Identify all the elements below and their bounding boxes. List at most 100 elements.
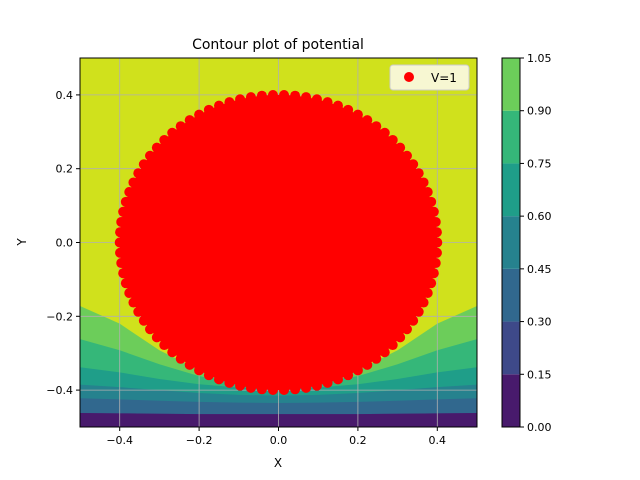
- series-v1-point: [151, 332, 162, 343]
- series-v1-point: [175, 121, 186, 132]
- series-v1-point: [159, 340, 170, 351]
- series-v1-point: [118, 206, 129, 217]
- series-v1-point: [184, 359, 195, 370]
- series-v1-point: [401, 324, 412, 335]
- series-v1-point: [124, 187, 135, 198]
- legend: V=1: [389, 64, 470, 91]
- series-v1-point: [387, 340, 398, 351]
- y-tick-label: −0.2: [46, 310, 73, 323]
- series-v1-point: [184, 115, 195, 126]
- series-v1-point: [311, 94, 322, 105]
- series-v1-point: [267, 385, 278, 396]
- series-v1-point: [418, 297, 429, 308]
- series-v1-point: [256, 384, 267, 395]
- series-v1-point: [151, 142, 162, 153]
- series-v1-point: [203, 104, 214, 115]
- series-v1-point: [133, 168, 144, 179]
- series-v1-point: [118, 268, 129, 279]
- colorbar-tick-label: 0.45: [527, 263, 552, 276]
- series-v1-point: [138, 159, 149, 170]
- series-v1-point: [413, 306, 424, 317]
- colorbar-tick-label: 0.90: [527, 105, 552, 118]
- series-v1-point: [322, 377, 333, 388]
- series-v1-point: [256, 90, 267, 101]
- series-v1-point: [332, 374, 343, 385]
- series-v1-point: [401, 150, 412, 161]
- series-v1-point: [432, 237, 443, 248]
- series-v1-point: [352, 365, 363, 376]
- x-tick-label: 0.0: [270, 434, 288, 447]
- series-v1-point: [343, 104, 354, 115]
- series-v1-point: [426, 196, 437, 207]
- series-v1-point: [426, 278, 437, 289]
- series-v1-point: [120, 278, 131, 289]
- series-v1-point: [422, 287, 433, 298]
- series-v1-point: [301, 382, 312, 393]
- colorbar-cell-0: [502, 374, 520, 427]
- series-v1-point: [194, 109, 205, 120]
- series-v1-point: [235, 94, 246, 105]
- series-v1-points: [114, 89, 443, 396]
- series-v1-point: [343, 370, 354, 381]
- series-v1-point: [214, 100, 225, 111]
- series-v1-point: [267, 89, 278, 100]
- series-v1-point: [422, 187, 433, 198]
- series-v1-point: [167, 347, 178, 358]
- colorbar-cell-2: [502, 268, 520, 322]
- series-v1-point: [379, 127, 390, 138]
- series-v1-point: [395, 332, 406, 343]
- x-axis-label: X: [274, 456, 282, 470]
- y-tick-label: 0.4: [56, 89, 74, 102]
- x-tick-label: 0.4: [429, 434, 447, 447]
- series-v1-point: [322, 97, 333, 108]
- series-v1-point: [120, 196, 131, 207]
- series-v1-point: [290, 90, 301, 101]
- y-tick-label: 0.2: [56, 163, 74, 176]
- series-v1-point: [145, 324, 156, 335]
- y-tick-label: −0.4: [46, 384, 73, 397]
- series-v1-point: [332, 100, 343, 111]
- series-v1-point: [408, 315, 419, 326]
- series-v1-point: [413, 168, 424, 179]
- colorbar-tick-label: 1.05: [527, 52, 552, 65]
- series-v1-point: [145, 150, 156, 161]
- colorbar-tick-label: 0.00: [527, 421, 552, 434]
- series-v1-point: [279, 385, 290, 396]
- chart-title: Contour plot of potential: [192, 37, 364, 53]
- series-v1-point: [116, 216, 127, 227]
- series-v1-point: [431, 227, 442, 238]
- series-v1-point: [408, 159, 419, 170]
- colorbar-tick-label: 0.60: [527, 210, 552, 223]
- y-axis-label: Y: [15, 238, 29, 247]
- legend-box: [389, 64, 470, 91]
- series-v1-disk: [119, 94, 438, 391]
- series-v1-point: [224, 377, 235, 388]
- series-v1-point: [133, 306, 144, 317]
- series-v1-point: [128, 177, 139, 188]
- series-v1-point: [290, 384, 301, 395]
- series-v1-point: [430, 216, 441, 227]
- series-v1-point: [431, 247, 442, 258]
- legend-marker-v1: [404, 72, 414, 82]
- series-v1-point: [235, 380, 246, 391]
- colorbar-cells: [502, 58, 520, 427]
- colorbar-tick-label: 0.75: [527, 157, 552, 170]
- x-tick-label: −0.2: [186, 434, 213, 447]
- series-v1-point: [387, 134, 398, 145]
- series-v1-point: [362, 359, 373, 370]
- series-v1-point: [428, 206, 439, 217]
- series-v1-point: [379, 347, 390, 358]
- series-v1-point: [159, 134, 170, 145]
- series-v1-point: [194, 365, 205, 376]
- series-v1-point: [371, 353, 382, 364]
- plot-area: [79, 57, 478, 428]
- colorbar-cell-1: [502, 321, 520, 375]
- series-v1-point: [138, 315, 149, 326]
- colorbar-ticks: 0.00 0.15 0.30 0.45 0.60 0.75 0.90 1.05: [520, 52, 552, 434]
- x-tick-label: 0.2: [349, 434, 367, 447]
- series-v1-point: [279, 89, 290, 100]
- colorbar-cell-6: [502, 58, 520, 111]
- series-v1-point: [245, 92, 256, 103]
- colorbar-frame: [501, 57, 521, 428]
